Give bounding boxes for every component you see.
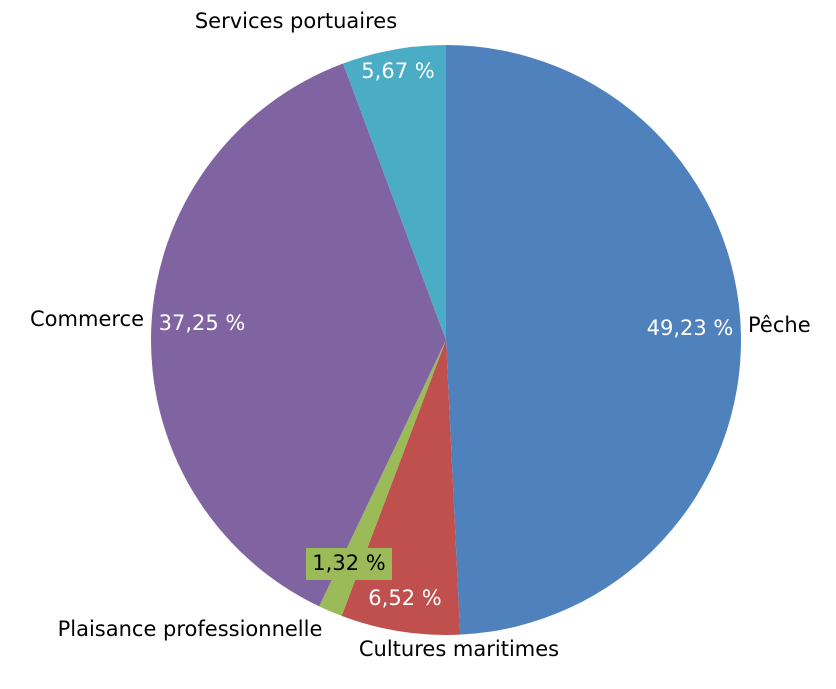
category-label-cultures-maritimes: Cultures maritimes (359, 637, 559, 661)
value-label-commerce: 37,25 % (159, 311, 246, 335)
category-label-plaisance-professionnelle: Plaisance professionnelle (58, 617, 323, 641)
value-label-cultures-maritimes: 6,52 % (368, 586, 441, 610)
value-label-peche: 49,23 % (647, 316, 734, 340)
category-labels: Pêche Cultures maritimes Plaisance profess… (30, 9, 811, 661)
pie-slices (150, 45, 742, 636)
category-label-peche: Pêche (748, 313, 811, 337)
pie-slice-commerce (150, 63, 446, 607)
pie-slice-peche (446, 45, 742, 635)
pie-slice-plaisance-professionnelle (319, 340, 446, 616)
pie-slice-services-portuaires (343, 45, 446, 340)
value-label-box-plaisance-professionnelle (306, 548, 392, 580)
category-label-commerce: Commerce (30, 307, 144, 331)
category-label-services-portuaires: Services portuaires (195, 9, 397, 33)
value-label-services-portuaires: 5,67 % (361, 59, 434, 83)
value-labels: 49,23 % 6,52 % 1,32 % 37,25 % 5,67 % (159, 59, 734, 610)
value-label-plaisance-professionnelle: 1,32 % (312, 551, 385, 575)
